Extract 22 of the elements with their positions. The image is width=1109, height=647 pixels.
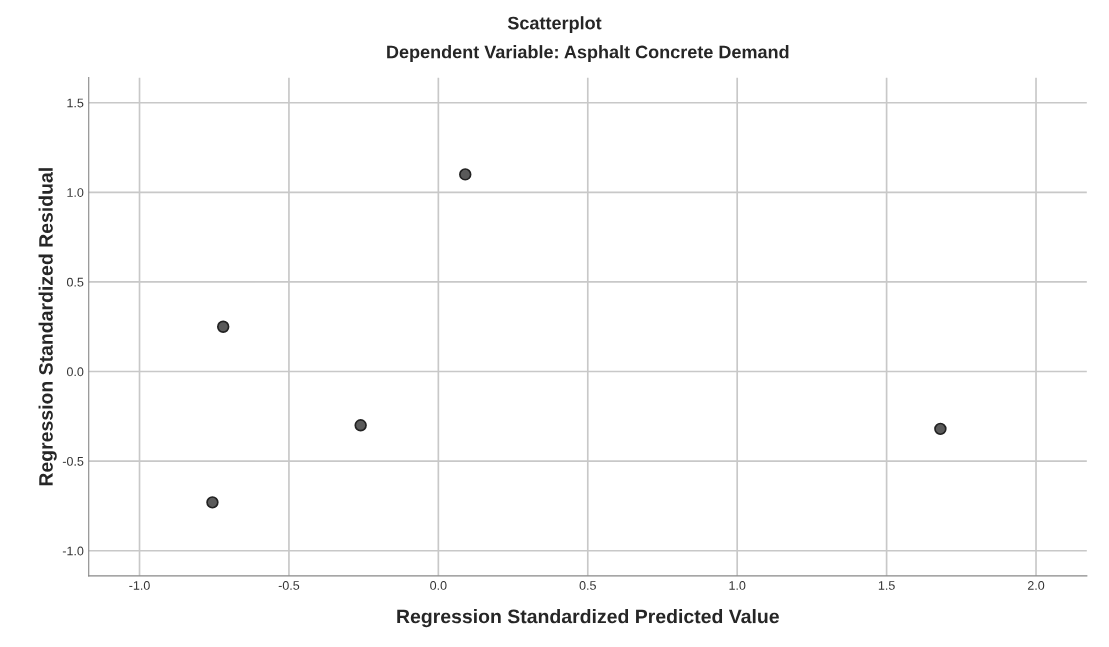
- x-tick-label: 1.0: [729, 581, 746, 590]
- x-tick-label: 1.5: [878, 581, 895, 590]
- chart-subtitle: Dependent Variable: Asphalt Concrete Demand: [387, 45, 789, 62]
- x-axis-title: Regression Standardized Predicted Value: [397, 609, 779, 628]
- x-tick-label: -0.5: [278, 581, 300, 590]
- x-tick-label: 0.0: [430, 581, 447, 590]
- point: [459, 168, 472, 181]
- y-tick-label: 1.0: [67, 188, 84, 197]
- x-tick-label: 2.0: [1027, 581, 1045, 590]
- y-tick-label: -1.0: [62, 546, 84, 556]
- point: [216, 320, 230, 333]
- y-tick-label: 1.5: [67, 98, 84, 108]
- x-tick-label: -1.0: [129, 581, 150, 590]
- point: [206, 496, 219, 509]
- point: [354, 419, 367, 432]
- y-axis-title: Regression Standardized Residual: [38, 168, 57, 486]
- point: [934, 422, 947, 436]
- y-tick-label: -0.5: [62, 456, 84, 466]
- y-tick-label: 0.0: [66, 367, 84, 377]
- x-tick-label: 0.5: [579, 581, 596, 590]
- chart-title: Scatterplot: [507, 16, 602, 34]
- y-tick-label: 0.5: [66, 277, 84, 287]
